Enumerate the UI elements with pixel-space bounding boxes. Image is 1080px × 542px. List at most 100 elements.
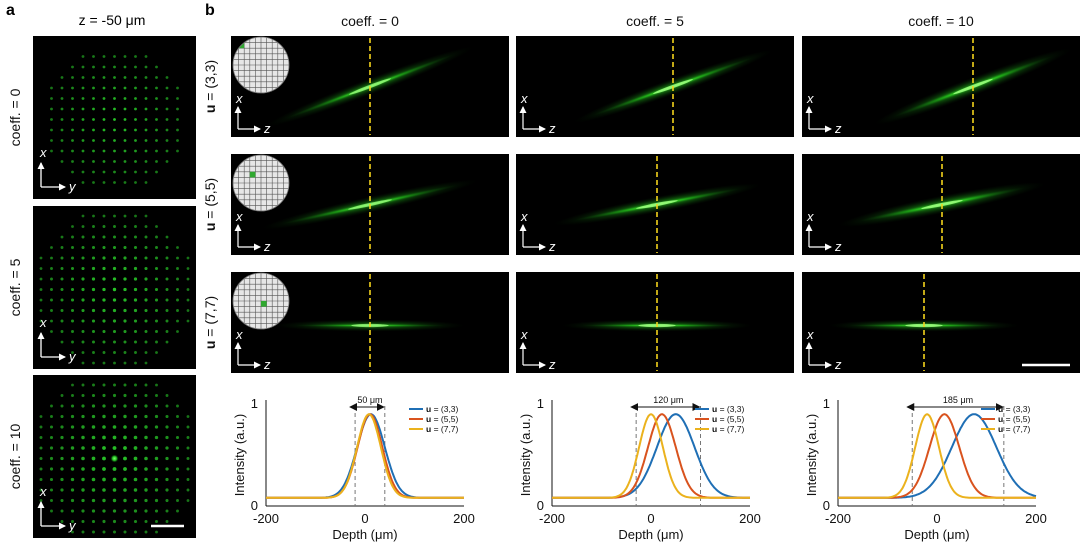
focal-spot — [81, 308, 85, 313]
focal-spot — [112, 340, 117, 344]
focal-spot — [176, 288, 179, 291]
focal-spot — [134, 86, 137, 90]
legend-label: u = (7,7) — [998, 424, 1031, 434]
focal-spot — [92, 181, 95, 184]
focal-spot — [60, 319, 64, 323]
axis-label-y: y — [68, 179, 77, 194]
focal-spot — [60, 107, 64, 111]
focal-spot — [165, 160, 169, 163]
focal-spot — [70, 456, 75, 461]
row-label-u-value: = (3,3) — [202, 60, 218, 105]
axis-label-y: y — [68, 518, 77, 533]
focal-spot — [91, 488, 96, 492]
series-line — [552, 413, 750, 499]
focal-spot — [113, 361, 116, 365]
focal-spot — [81, 435, 85, 440]
focal-spot — [133, 498, 138, 503]
focal-spot — [165, 477, 169, 482]
focal-spot — [155, 330, 158, 333]
focal-spot — [102, 467, 106, 471]
focal-spot — [60, 267, 64, 270]
focal-spot — [165, 456, 169, 461]
focal-spot — [176, 107, 179, 111]
legend-label-value: = (7,7) — [1003, 424, 1030, 434]
image-background — [33, 36, 196, 199]
focal-spot — [165, 298, 169, 302]
focal-spot — [123, 97, 127, 100]
focal-spot — [102, 225, 106, 228]
focal-spot — [144, 404, 148, 408]
focal-spot — [112, 277, 117, 281]
focal-spot — [39, 415, 43, 418]
focal-spot — [123, 139, 127, 142]
focal-spot — [39, 298, 43, 302]
focal-spot — [81, 488, 85, 492]
focal-spot — [39, 277, 43, 281]
pupil-outline — [232, 154, 290, 212]
focal-spot — [155, 340, 158, 344]
focal-spot — [155, 246, 158, 249]
focal-spot — [102, 414, 106, 419]
focal-spot — [123, 319, 127, 323]
focal-spot — [175, 425, 180, 429]
focal-spot — [112, 446, 117, 450]
focal-spot — [81, 498, 85, 503]
beam-image: xz — [516, 154, 794, 255]
focal-spot — [165, 498, 169, 503]
focal-spot — [112, 425, 117, 429]
focal-spot — [49, 488, 54, 492]
focal-spot — [154, 509, 159, 513]
focal-spot — [175, 467, 180, 471]
focal-spot — [70, 498, 75, 503]
focal-spot — [123, 86, 127, 90]
focal-spot — [91, 287, 96, 292]
focal-spot — [155, 86, 158, 90]
focal-spot — [113, 181, 116, 184]
focal-spot — [102, 181, 106, 184]
focal-spot — [154, 319, 159, 323]
focal-spot — [112, 266, 117, 271]
focal-spot — [50, 288, 53, 291]
focal-spot — [123, 393, 127, 398]
focal-spot — [123, 488, 127, 492]
focal-spot — [133, 456, 138, 461]
focal-spot — [175, 477, 180, 482]
focal-spot — [112, 467, 117, 471]
legend-label: u = (3,3) — [712, 404, 745, 414]
focal-spot — [165, 267, 169, 270]
focal-spot — [175, 435, 180, 440]
focal-spot — [92, 530, 95, 534]
focal-spot — [186, 415, 190, 418]
focal-spot — [39, 309, 43, 312]
focal-spot — [102, 308, 106, 313]
focal-spot — [133, 477, 138, 482]
focal-spot — [134, 170, 137, 174]
focal-spot — [133, 467, 138, 471]
width-annotation: 50 μm — [357, 395, 382, 405]
focal-spot — [92, 160, 95, 163]
focal-spot — [39, 425, 43, 429]
legend-label-bold: u — [712, 414, 717, 424]
focal-spot — [49, 435, 54, 440]
focal-spot — [70, 287, 75, 292]
focal-spot — [133, 319, 138, 323]
panel-a-title: z = -50 μm — [79, 12, 146, 28]
focal-spot — [144, 76, 148, 79]
legend-label-value: = (5,5) — [431, 414, 458, 424]
focal-spot — [144, 128, 148, 132]
focal-spot — [176, 309, 179, 312]
focal-spot — [123, 530, 127, 534]
focal-spot — [81, 329, 85, 334]
focal-spot — [144, 446, 148, 450]
focal-spot — [165, 330, 169, 333]
focal-spot — [39, 446, 43, 450]
focal-spot — [71, 65, 74, 69]
axis-label-x: x — [39, 315, 47, 330]
focal-spot — [112, 435, 117, 440]
axis-label-z: z — [834, 357, 842, 372]
focal-spot — [113, 107, 116, 111]
focal-spot — [123, 404, 127, 408]
focal-spot — [113, 383, 116, 387]
focal-spot — [81, 245, 85, 250]
focal-spot — [81, 530, 85, 534]
